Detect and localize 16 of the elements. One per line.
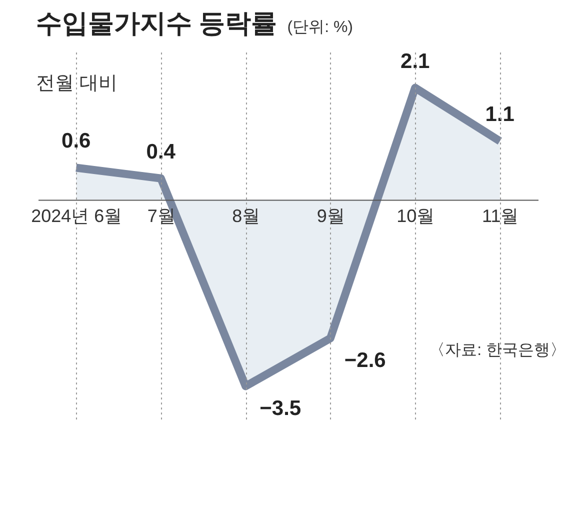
data-label: −2.6 xyxy=(344,349,386,372)
x-tick-label: 10월 xyxy=(396,206,435,226)
x-tick-label: 11월 xyxy=(482,206,519,226)
data-label: 2.1 xyxy=(400,50,430,73)
annotation: 〈자료: 한국은행〉 xyxy=(429,341,566,361)
chart-subtitle: (단위: %) xyxy=(287,19,354,36)
data-label: 0.4 xyxy=(146,140,176,164)
x-tick-label: 7월 xyxy=(147,206,176,226)
data-label: 1.1 xyxy=(485,103,515,126)
data-label: −3.5 xyxy=(260,397,302,420)
chart-title: 수입물가지수 등락률 xyxy=(36,8,278,38)
x-tick-label: 2024년 6월 xyxy=(31,206,122,226)
x-tick-label: 8월 xyxy=(232,206,260,226)
data-label: 0.6 xyxy=(62,130,91,153)
x-tick-label: 9월 xyxy=(316,206,345,226)
annotation: 전월 대비 xyxy=(36,72,118,96)
